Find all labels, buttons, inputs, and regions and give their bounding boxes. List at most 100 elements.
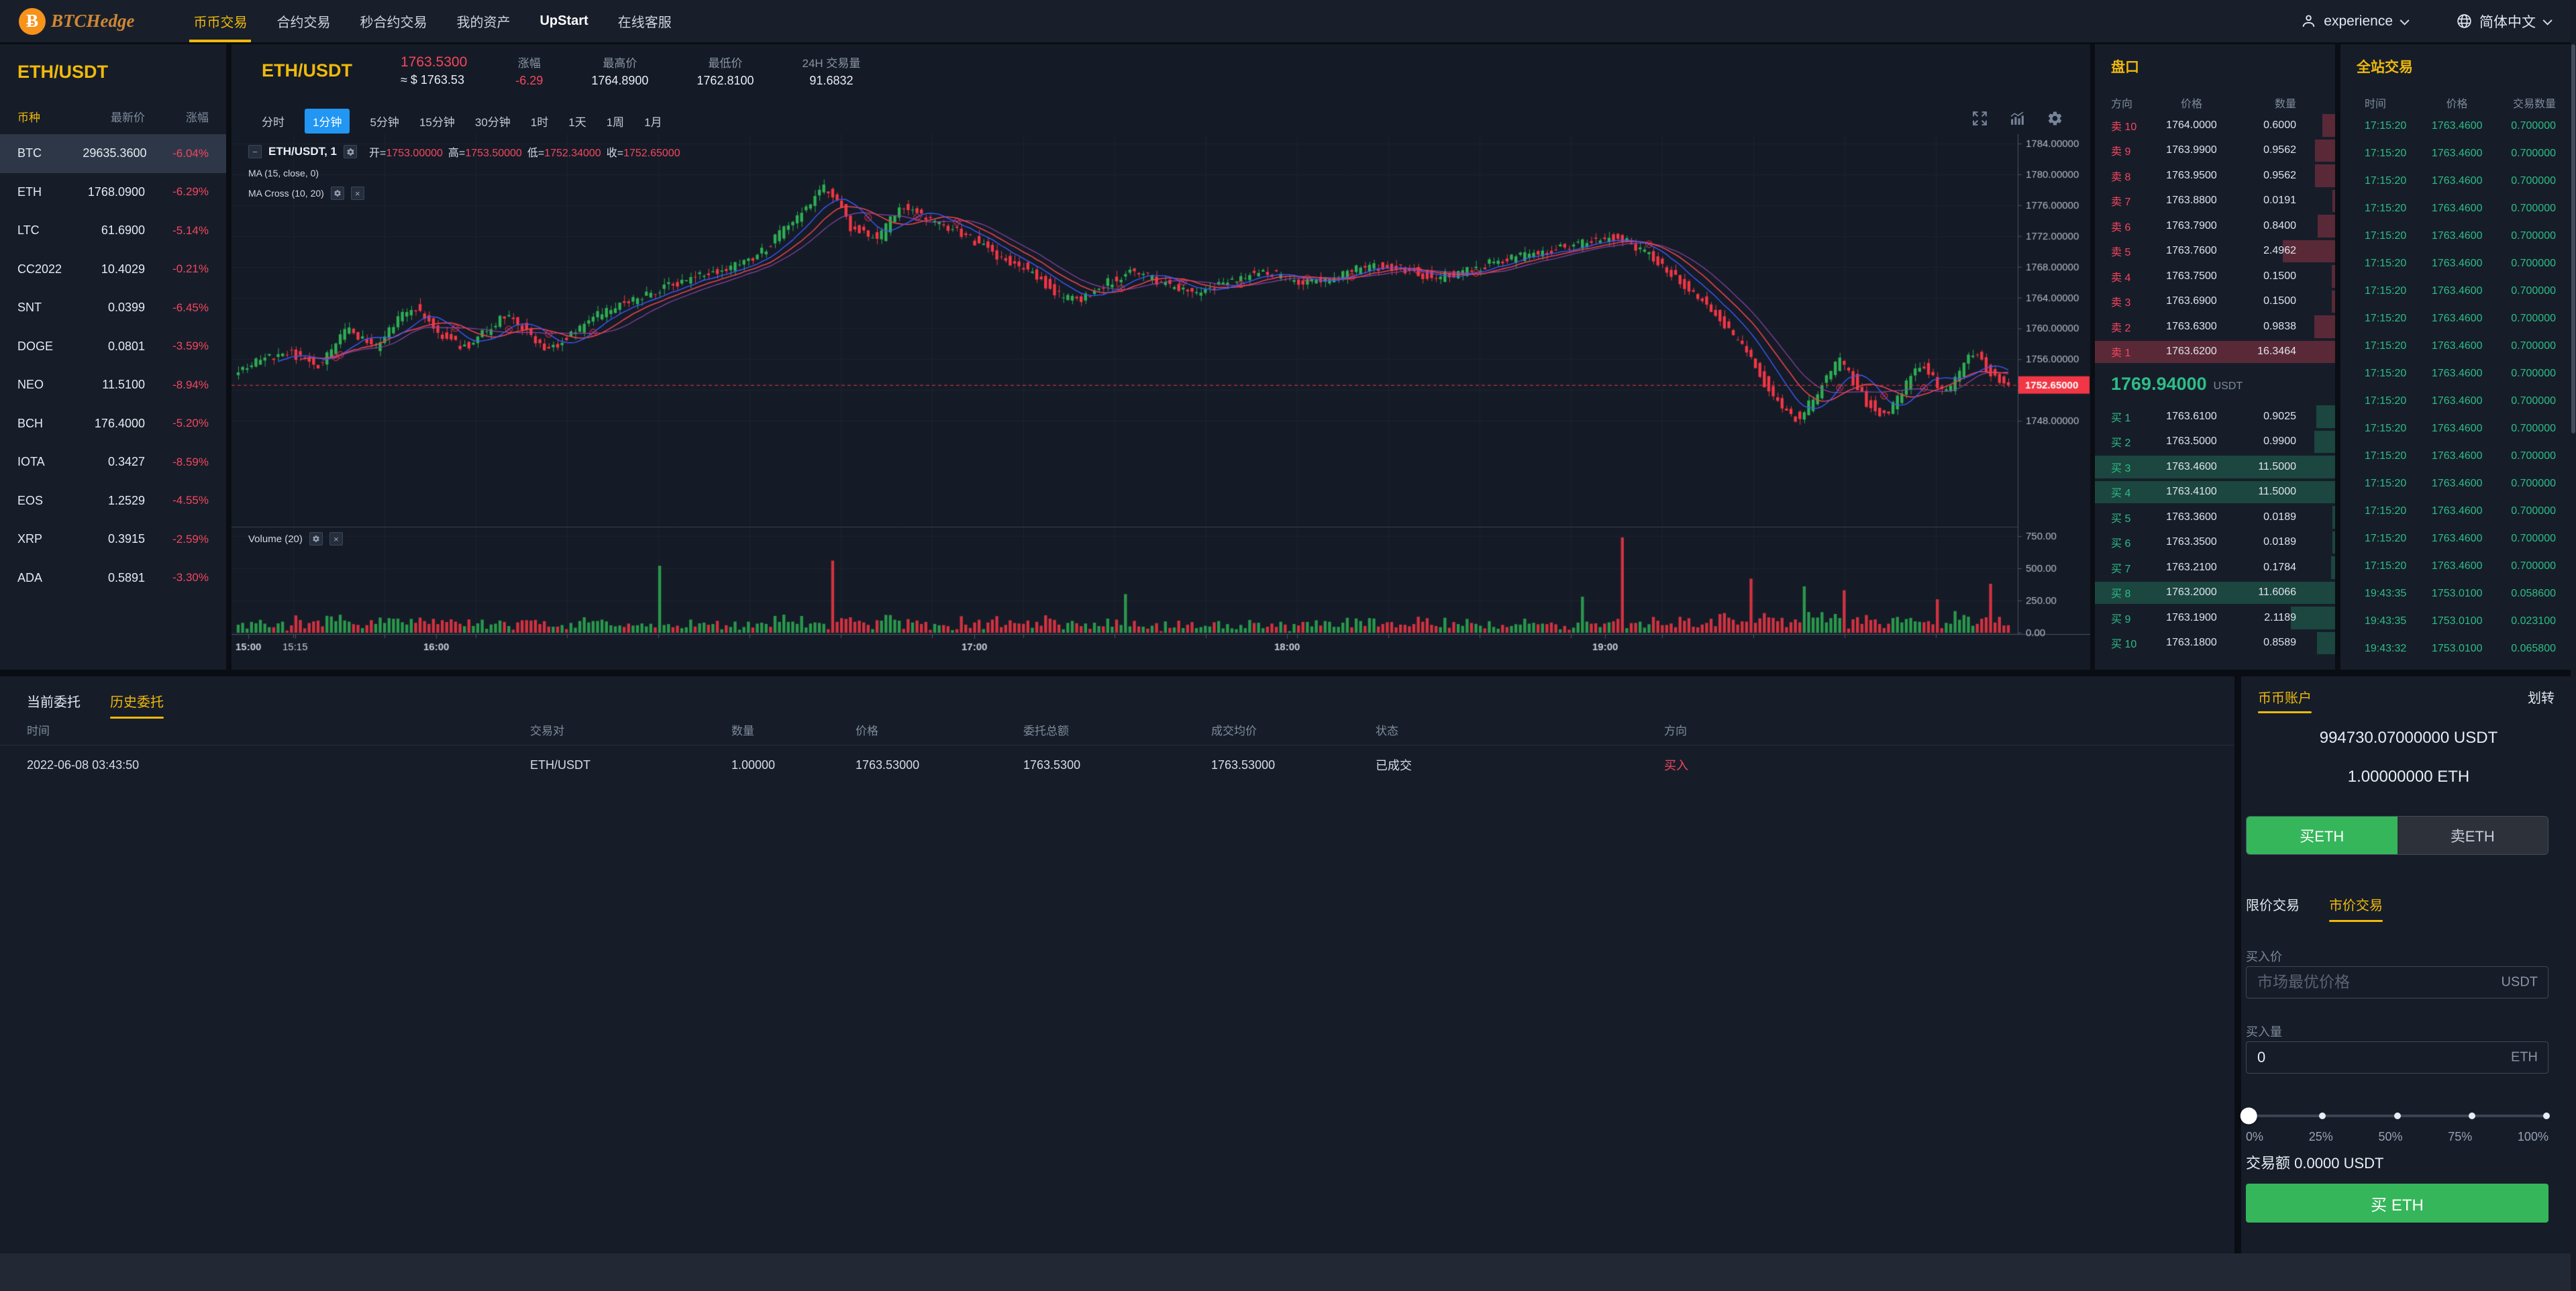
slider-label: 100% [2517,1130,2548,1143]
slider-knob[interactable] [2240,1107,2257,1125]
watchlist-row[interactable]: CC2022 10.4029 -0.21% [17,262,209,276]
orderbook-row[interactable]: 买 8 1763.2000 11.6066 [2095,580,2335,606]
watchlist-row[interactable]: IOTA 0.3427 -8.59% [17,455,209,469]
submit-buy-button[interactable]: 买 ETH [2246,1184,2548,1223]
timeframe-button[interactable]: 分时 [262,116,285,129]
buy-price-field-wrap: USDT [2246,966,2548,998]
slider-dot-25[interactable] [2319,1113,2326,1119]
timeframe-button[interactable]: 1周 [606,116,625,129]
mid-price: 1769.94000 [2111,374,2207,394]
timeframe-button[interactable]: 15分钟 [419,116,455,129]
orders-panel: 当前委托 历史委托 时间 交易对 数量 价格 委托总额 成交均价 状态 方向 2022-06-0… [0,676,2234,1253]
orderbook-row[interactable]: 卖 6 1763.7900 0.8400 [2095,213,2335,239]
orderbook-row[interactable]: 卖 8 1763.9500 0.9562 [2095,163,2335,189]
slider-dot-100[interactable] [2543,1113,2550,1119]
nav-item[interactable]: 合约交易 [276,15,331,30]
timeframe-button[interactable]: 30分钟 [474,116,511,129]
timeframe-button[interactable]: 1分钟 [305,109,350,134]
language-menu[interactable]: 简体中文 [2456,11,2553,32]
watchlist-row[interactable]: XRP 0.3915 -2.59% [17,532,209,546]
watchlist-row[interactable]: ETH 1768.0900 -6.29% [17,185,209,199]
minimize-icon[interactable]: − [248,145,262,158]
gear-icon[interactable] [344,145,358,158]
nav-item[interactable]: 我的资产 [456,15,511,30]
stat-value: 1762.8100 [697,74,754,87]
chart-legend-macross: MA Cross (10, 20) × [248,187,364,200]
watchlist-row[interactable]: ADA 0.5891 -3.30% [17,570,209,584]
account-panel: 币币账户 划转 994730.07000000 USDT 1.00000000 … [2240,676,2576,1253]
orderbook-row[interactable]: 买 7 1763.2100 0.1784 [2095,555,2335,580]
orderbook-row[interactable]: 买 3 1763.4600 11.5000 [2095,454,2335,480]
timeframe-button[interactable]: 1月 [644,116,662,129]
close-icon[interactable]: × [329,532,343,546]
orderbook-row[interactable]: 卖 10 1764.0000 0.6000 [2095,113,2335,138]
orderbook-row[interactable]: 买 5 1763.3600 0.0189 [2095,505,2335,530]
chart-panel: ETH/USDT 1763.5300 ≈ $ 1763.53 涨幅 -6.29 最高… [231,44,2090,670]
depth-bar [2317,631,2335,654]
orderbook-row[interactable]: 卖 1 1763.6200 16.3464 [2095,340,2335,365]
scrollbar-thumb[interactable] [2571,44,2575,433]
account-tab[interactable]: 币币账户 [2258,687,2312,713]
orderbook-row[interactable]: 卖 7 1763.8800 0.0191 [2095,189,2335,214]
depth-bar [2332,189,2335,212]
nav-item[interactable]: UpStart [539,13,588,28]
gear-icon[interactable] [309,532,323,546]
orderbook-row[interactable]: 卖 2 1763.6300 0.9838 [2095,314,2335,340]
sell-toggle-button[interactable]: 卖ETH [2397,817,2548,854]
slider-dot-75[interactable] [2468,1113,2475,1119]
nav-item[interactable]: 秒合约交易 [360,15,427,30]
watchlist-row[interactable]: NEO 11.5100 -8.94% [17,378,209,392]
watchlist-row[interactable]: BTC 29635.3600 -6.04% [0,134,226,173]
depth-bar [2322,114,2335,137]
fullscreen-icon[interactable] [1971,110,1988,127]
watchlist-row[interactable]: DOGE 0.0801 -3.59% [17,339,209,353]
candlestick-chart[interactable] [231,134,2090,670]
orderbook-row[interactable]: 买 4 1763.4100 11.5000 [2095,480,2335,505]
orderbook-row[interactable]: 卖 5 1763.7600 2.4962 [2095,239,2335,264]
timeframe-button[interactable]: 5分钟 [370,116,399,129]
orderbook-row[interactable]: 卖 4 1763.7500 0.1500 [2095,264,2335,289]
indicator-icon[interactable] [2008,110,2026,127]
page-scrollbar[interactable] [2571,0,2576,1291]
orderbook-row[interactable]: 买 2 1763.5000 0.9900 [2095,429,2335,455]
nav-item[interactable]: 在线客服 [617,15,672,30]
orderbook-row[interactable]: 买 1 1763.6100 0.9025 [2095,404,2335,429]
close-icon[interactable]: × [350,187,364,200]
gear-icon[interactable] [2047,110,2063,127]
transfer-link[interactable]: 划转 [2528,691,2555,706]
orderbook-row[interactable]: 卖 3 1763.6900 0.1500 [2095,289,2335,315]
timeframe-button[interactable]: 1天 [568,116,586,129]
timeframe-row: 分时 1分钟 5分钟 15分钟 30分钟 1时 1天 1周 1月 [262,109,662,134]
nav-item[interactable]: 币币交易 [189,0,252,42]
orderbook-row[interactable]: 卖 9 1763.9900 0.9562 [2095,138,2335,164]
globe-icon [2457,14,2471,28]
trade-row: 17:15:20 1763.4600 0.700000 [2365,229,2556,242]
orderbook-row[interactable]: 买 9 1763.1900 2.1189 [2095,605,2335,631]
user-menu[interactable]: experience [2300,13,2410,30]
gear-icon[interactable] [330,187,344,200]
orderbook-row[interactable]: 买 6 1763.3500 0.0189 [2095,530,2335,556]
buy-price-input[interactable] [2246,966,2548,998]
order-type-tab[interactable]: 市价交易 [2329,894,2383,922]
watchlist-row[interactable]: EOS 1.2529 -4.55% [17,493,209,507]
brand-logo[interactable]: Ƀ BTCHedge [19,7,134,35]
watchlist-row[interactable]: BCH 176.4000 -5.20% [17,416,209,430]
buy-amount-input[interactable] [2246,1041,2548,1074]
timeframe-button[interactable]: 1时 [530,116,549,129]
orderbook-header: 方向 价格 数量 [2095,94,2335,111]
fiat-approx-price: ≈ $ 1763.53 [401,73,464,87]
watchlist-row[interactable]: LTC 61.6900 -5.14% [17,223,209,238]
slider-dot-50[interactable] [2393,1113,2401,1119]
orders-tab[interactable]: 当前委托 [27,695,81,710]
order-cell: 2022-06-08 03:43:50 [27,758,140,772]
buy-toggle-button[interactable]: 买ETH [2247,817,2398,854]
depth-bar [2332,290,2335,313]
watchlist-row[interactable]: SNT 0.0399 -6.45% [17,301,209,315]
depth-bar [2291,607,2335,629]
ohlc-item: 开=1753.00000 [369,148,443,159]
column-header: 交易数量 [2512,99,2556,110]
orders-tab[interactable]: 历史委托 [110,691,164,719]
buy-amount-label: 买入量 [2246,1025,2282,1039]
orderbook-row[interactable]: 买 10 1763.1800 0.8589 [2095,631,2335,656]
order-type-tab[interactable]: 限价交易 [2246,898,2300,913]
